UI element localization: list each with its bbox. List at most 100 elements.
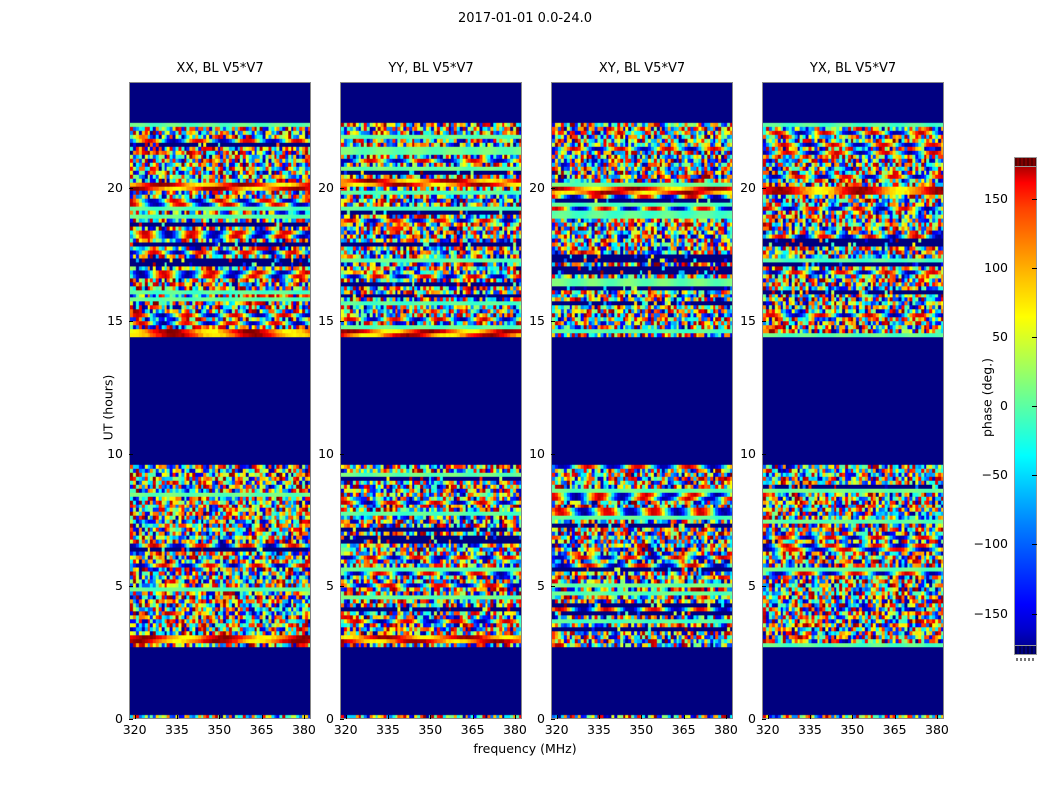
x-tick: [514, 715, 516, 719]
colorbar-bad-swatch: [1016, 658, 1036, 661]
y-tick: [551, 320, 555, 322]
y-tick: [340, 719, 344, 720]
y-tick-label: 10: [740, 445, 756, 461]
x-tick-label: 365: [249, 722, 274, 737]
y-tick: [551, 188, 555, 190]
x-tick-label: 350: [418, 722, 443, 737]
colorbar-under-swatch: [1014, 645, 1037, 655]
y-tick: [551, 719, 555, 720]
waterfall-panel-yx[interactable]: [762, 82, 944, 719]
colorbar-tick-label: 150: [984, 190, 1008, 206]
y-tick: [551, 453, 555, 455]
x-tick: [894, 715, 896, 719]
panel-title-xx: XX, BL V5*V7: [176, 61, 264, 76]
y-tick-label: 0: [326, 711, 334, 726]
x-tick: [767, 715, 769, 719]
colorbar-tick-label: 100: [984, 259, 1008, 275]
x-tick-label: 365: [460, 722, 485, 737]
x-tick: [725, 715, 727, 719]
y-tick-label: 20: [107, 180, 123, 196]
x-tick-label: 380: [292, 722, 316, 737]
y-tick: [340, 453, 344, 455]
x-tick-label: 335: [587, 722, 611, 737]
colorbar-tick: [1032, 544, 1037, 546]
y-axis-label: UT (hours): [100, 374, 116, 441]
colorbar-tick: [1032, 267, 1037, 269]
colorbar-tick-label: 0: [1000, 398, 1008, 413]
waterfall-panel-yy[interactable]: [340, 82, 522, 719]
x-tick-label: 380: [925, 722, 949, 737]
colorbar-over-swatch: [1014, 157, 1037, 167]
x-tick-label: 350: [207, 722, 232, 737]
y-tick-label: 15: [740, 312, 756, 328]
waterfall-image-xy: [552, 83, 732, 718]
colorbar-label: phase (deg.): [979, 358, 995, 437]
x-tick: [852, 715, 854, 719]
colorbar-tick: [1032, 613, 1037, 615]
y-tick-label: 10: [318, 445, 334, 461]
colorbar-tick-label: −150: [973, 605, 1008, 621]
colorbar-tick: [1032, 198, 1037, 200]
x-axis-label: frequency (MHz): [473, 741, 577, 756]
x-tick: [303, 715, 305, 719]
y-tick: [762, 320, 766, 322]
y-tick-label: 15: [107, 312, 123, 328]
x-tick-label: 320: [333, 722, 358, 737]
y-tick: [762, 719, 766, 720]
colorbar-tick: [1032, 406, 1037, 407]
x-tick: [936, 715, 938, 719]
x-tick: [556, 715, 558, 719]
panel-title-yx: YX, BL V5*V7: [809, 61, 897, 76]
colorbar-tick: [1032, 475, 1037, 477]
colorbar-tick-label: 50: [992, 328, 1008, 344]
y-tick: [129, 320, 133, 322]
y-tick: [129, 719, 133, 720]
x-tick: [430, 715, 432, 719]
x-tick: [387, 715, 389, 719]
x-tick-label: 380: [714, 722, 738, 737]
waterfall-panel-xy[interactable]: [551, 82, 733, 719]
y-tick: [129, 188, 133, 190]
waterfall-image-yx: [763, 83, 943, 718]
colorbar-tick: [1032, 336, 1037, 338]
y-tick-label: 20: [529, 180, 545, 196]
y-tick-label: 15: [529, 312, 545, 328]
x-tick-label: 335: [798, 722, 822, 737]
panel-title-xy: XY, BL V5*V7: [598, 61, 686, 76]
x-tick-label: 365: [882, 722, 907, 737]
waterfall-panel-xx[interactable]: [129, 82, 311, 719]
x-tick-label: 380: [503, 722, 527, 737]
y-tick: [129, 586, 133, 588]
waterfall-image-xx: [130, 83, 310, 718]
y-tick: [551, 586, 555, 588]
y-tick: [762, 188, 766, 190]
x-tick: [598, 715, 600, 719]
x-tick: [219, 715, 221, 719]
x-tick: [134, 715, 136, 719]
x-tick: [641, 715, 643, 719]
y-tick: [340, 188, 344, 190]
x-tick: [472, 715, 474, 719]
y-tick-label: 10: [107, 445, 123, 461]
x-tick-label: 335: [376, 722, 400, 737]
x-tick-label: 320: [544, 722, 569, 737]
colorbar-tick-label: −50: [981, 467, 1008, 483]
y-tick-label: 5: [115, 578, 123, 594]
x-tick: [176, 715, 178, 719]
y-tick-label: 0: [115, 711, 123, 726]
x-tick: [261, 715, 263, 719]
y-tick-label: 20: [318, 180, 334, 196]
y-tick: [129, 453, 133, 455]
y-tick-label: 0: [537, 711, 545, 726]
x-tick: [809, 715, 811, 719]
x-tick-label: 350: [629, 722, 654, 737]
x-tick-label: 365: [671, 722, 696, 737]
waterfall-image-yy: [341, 83, 521, 718]
x-tick-label: 335: [165, 722, 189, 737]
y-tick: [340, 320, 344, 322]
y-tick-label: 5: [326, 578, 334, 594]
y-tick-label: 5: [537, 578, 545, 594]
y-tick-label: 0: [748, 711, 756, 726]
x-tick-label: 320: [122, 722, 147, 737]
